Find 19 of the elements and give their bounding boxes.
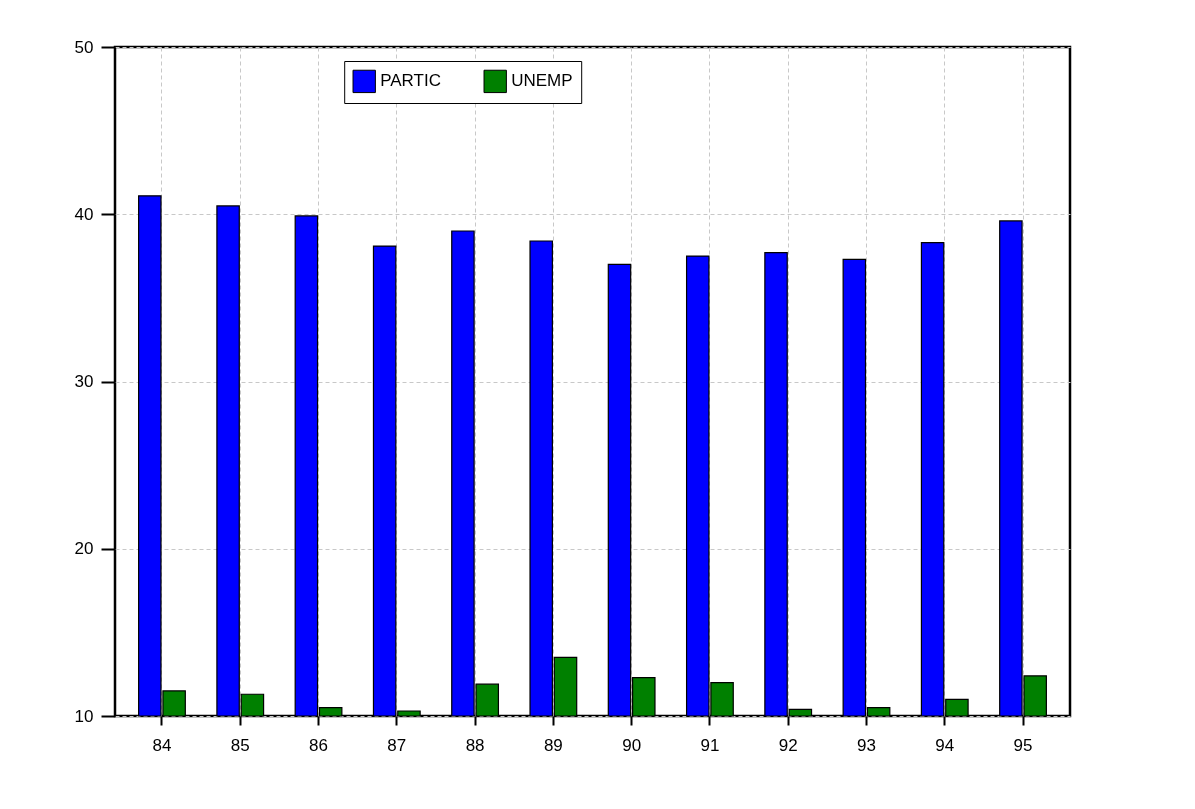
x-tick-label: 91 xyxy=(700,735,720,755)
x-tick-label: 89 xyxy=(543,735,563,755)
x-tick-label: 84 xyxy=(152,735,172,755)
x-tick-label: 94 xyxy=(935,735,955,755)
x-tick-label: 95 xyxy=(1013,735,1033,755)
y-tick-label: 10 xyxy=(74,706,94,726)
x-tick-label: 93 xyxy=(857,735,876,755)
x-tick-label: 86 xyxy=(309,735,328,755)
y-tick-label: 20 xyxy=(74,539,94,559)
y-tick-label: 50 xyxy=(74,37,94,57)
legend-label: UNEMP xyxy=(511,71,573,91)
y-tick-label: 40 xyxy=(74,204,94,224)
x-tick-label: 87 xyxy=(387,735,407,755)
y-tick-label: 30 xyxy=(74,372,94,391)
x-tick-label: 90 xyxy=(622,735,642,755)
legend-label: PARTIC xyxy=(380,71,441,91)
x-tick-label: 85 xyxy=(230,735,250,755)
x-tick-label: 88 xyxy=(465,735,485,755)
x-tick-label: 92 xyxy=(778,735,798,755)
